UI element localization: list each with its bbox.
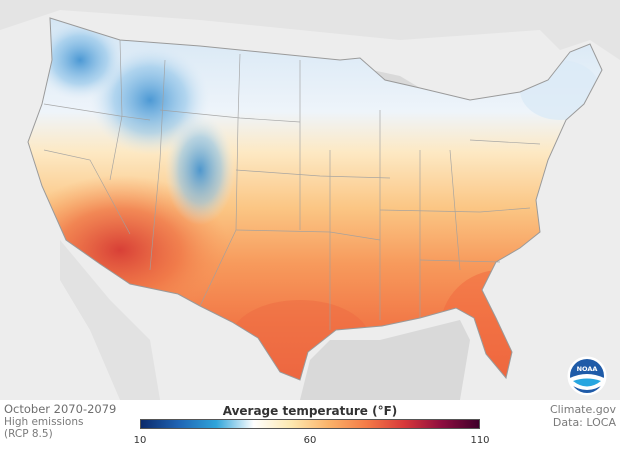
- footer: October 2070-2079 High emissions (RCP 8.…: [0, 400, 620, 450]
- legend-title: Average temperature (°F): [222, 404, 398, 418]
- scenario-label: High emissions: [4, 416, 84, 428]
- temperature-map: [27, 17, 603, 400]
- noaa-logo-icon: NOAA: [567, 356, 607, 396]
- map-info: October 2070-2079 High emissions (RCP 8.…: [4, 403, 116, 440]
- source-info: Climate.gov Data: LOCA: [550, 403, 616, 429]
- legend-mid-label: 60: [303, 435, 317, 446]
- data-source: Data: LOCA: [552, 416, 616, 429]
- legend-max-label: 110: [470, 435, 490, 446]
- legend-min-label: 10: [133, 435, 147, 446]
- noaa-logo-text: NOAA: [577, 365, 598, 373]
- source-credit: Climate.gov: [549, 403, 616, 416]
- period-label: October 2070-2079: [4, 402, 117, 416]
- legend-color-bar: [140, 419, 480, 429]
- scenario-detail: (RCP 8.5): [4, 428, 53, 440]
